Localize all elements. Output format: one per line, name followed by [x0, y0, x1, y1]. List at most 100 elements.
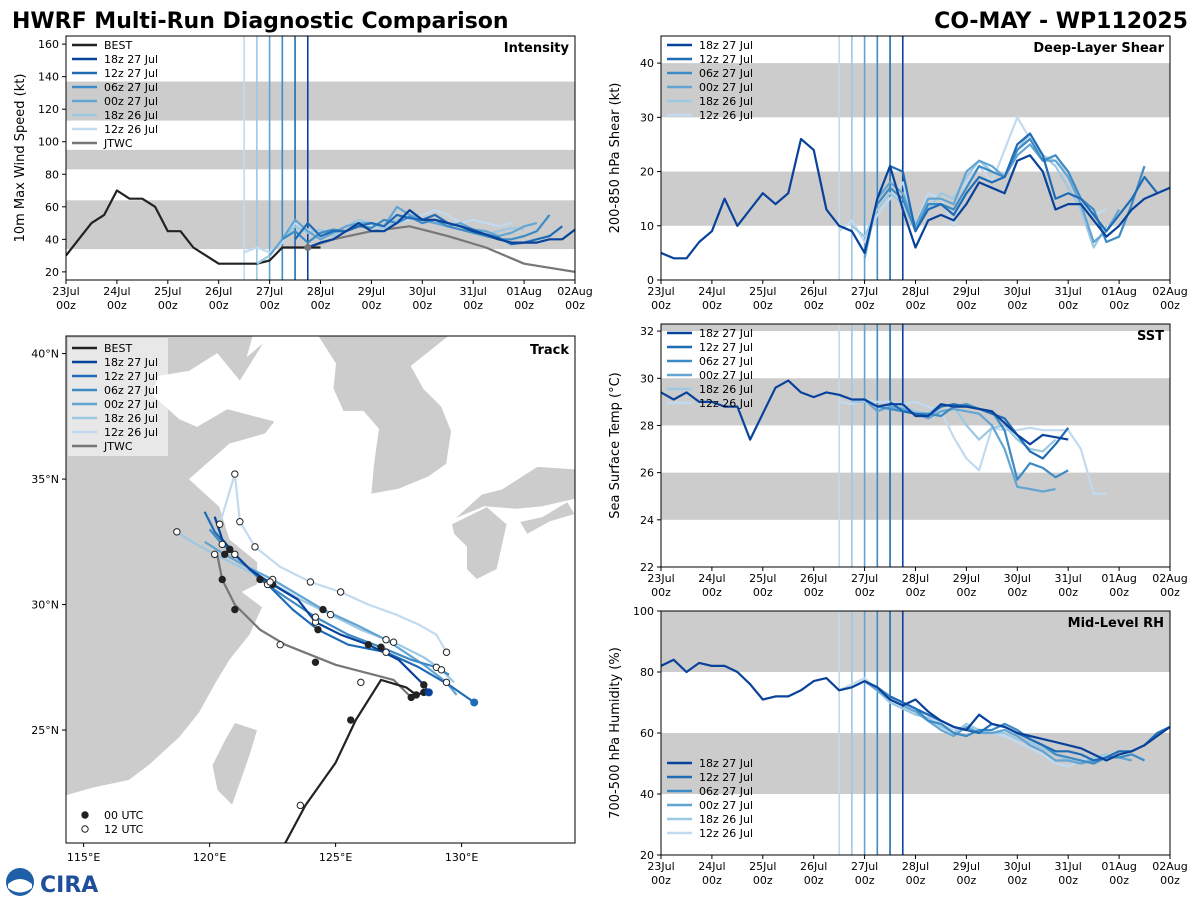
intensity-plot-area	[66, 36, 575, 280]
intensity-legend-label-5: 18z 26 Jul	[104, 109, 158, 122]
sst-legend-label-2: 06z 27 Jul	[699, 355, 753, 368]
shear-xtick-hour-4: 00z	[855, 299, 875, 312]
intensity-xtick-hour-3: 00z	[209, 299, 229, 312]
shear-xtick-hour-9: 00z	[1109, 299, 1129, 312]
intensity-ytick-label-4: 100	[38, 136, 59, 149]
rh-xtick-hour-9: 00z	[1109, 874, 1129, 887]
shear-legend-label-1: 12z 27 Jul	[699, 53, 753, 66]
sst-ytick-label-1: 24	[640, 514, 654, 527]
intensity-legend-label-3: 06z 27 Jul	[104, 81, 158, 94]
shear-ytick-label-1: 10	[640, 220, 654, 233]
sst-panel-title: SST	[1137, 329, 1164, 344]
track-series-3-marker-1	[382, 635, 390, 644]
track-series-4-marker-3	[266, 578, 274, 586]
sst-ytick-label-3: 28	[640, 419, 654, 432]
sst-legend-label-5: 12z 26 Jul	[699, 397, 753, 410]
rh-xtick-hour-6: 00z	[957, 874, 977, 887]
sst-xtick-date-9: 01Aug	[1101, 572, 1136, 585]
sst-series-5	[838, 398, 1107, 495]
shear-xtick-date-4: 27Jul	[851, 285, 878, 298]
rh-legend-label-1: 12z 27 Jul	[699, 771, 753, 784]
shear-xtick-hour-1: 00z	[702, 299, 722, 312]
track-marker-legend-label-1: 12 UTC	[104, 823, 144, 836]
intensity-ytick-label-5: 120	[38, 103, 59, 116]
rh-xtick-date-9: 01Aug	[1101, 860, 1136, 873]
intensity-xtick-date-2: 25Jul	[154, 285, 181, 298]
intensity-xtick-hour-9: 00z	[514, 299, 534, 312]
rh-ytick-label-2: 60	[640, 727, 654, 740]
intensity-band-1	[66, 149, 575, 170]
shear-xtick-date-9: 01Aug	[1101, 285, 1136, 298]
intensity-series-0	[307, 209, 575, 249]
figure-title: HWRF Multi-Run Diagnostic Comparison	[12, 9, 509, 34]
track-legend-label-0: BEST	[104, 342, 132, 355]
shear-band-0	[661, 171, 1170, 226]
track-run-endpoint-2	[424, 688, 433, 697]
sst-legend-label-4: 18z 26 Jul	[699, 383, 753, 396]
track-best-marker-2	[347, 716, 355, 724]
shear-legend-label-2: 06z 27 Jul	[699, 67, 753, 80]
sst-xtick-date-5: 28Jul	[902, 572, 929, 585]
rh-xtick-date-2: 25Jul	[749, 860, 776, 873]
track-series-1-marker-1	[382, 648, 390, 656]
track-series-4-marker-1	[389, 638, 398, 646]
intensity-series-3	[268, 205, 538, 257]
shear-xtick-hour-10: 00z	[1160, 299, 1180, 312]
track-run-endpoint	[470, 698, 479, 707]
intensity-legend-label-2: 12z 27 Jul	[104, 67, 158, 80]
track-best-marker-0	[262, 877, 268, 883]
track-legend-label-3: 06z 27 Jul	[104, 384, 158, 397]
shear-series-3	[863, 143, 1121, 259]
track-series-5-marker-3	[251, 543, 259, 551]
intensity-xtick-date-8: 31Jul	[460, 285, 487, 298]
track-series-4-marker-4	[210, 550, 219, 559]
intensity-legend-label-7: JTWC	[103, 137, 133, 150]
intensity-xtick-hour-2: 00z	[158, 299, 178, 312]
rh-series-2	[876, 686, 1145, 765]
shear-legend-label-5: 12z 26 Jul	[699, 109, 753, 122]
sst-legend-label-1: 12z 27 Jul	[699, 341, 753, 354]
rh-panel-title: Mid-Level RH	[1068, 616, 1164, 631]
track-legend-label-4: 00z 27 Jul	[104, 398, 158, 411]
rh-xtick-date-5: 28Jul	[902, 860, 929, 873]
rh-ytick-label-4: 100	[633, 605, 654, 618]
track-xtick-label-0: 115°E	[67, 851, 100, 864]
track-frame	[65, 335, 576, 844]
sst-xtick-hour-4: 00z	[855, 586, 875, 599]
track-xtick-label-1: 120°E	[193, 851, 226, 864]
track-ytick-label-1: 30°N	[31, 599, 59, 612]
intensity-band-2	[66, 81, 575, 121]
rh-legend-label-4: 18z 26 Jul	[699, 813, 753, 826]
intensity-legend-label-1: 18z 27 Jul	[104, 53, 158, 66]
shear-xtick-date-0: 23Jul	[647, 285, 674, 298]
track-series-3-marker-4	[221, 550, 229, 559]
intensity-ylabel: 10m Max Wind Speed (kt)	[13, 74, 28, 243]
sst-xtick-hour-2: 00z	[753, 586, 773, 599]
shear-xtick-hour-5: 00z	[906, 299, 926, 312]
rh-ylabel: 700-500 hPa Humidity (%)	[608, 647, 623, 819]
track-series-4-marker-0	[437, 666, 446, 674]
sst-xtick-hour-8: 00z	[1058, 586, 1078, 599]
rh-plot-area	[661, 611, 1170, 855]
shear-xtick-date-7: 30Jul	[1004, 285, 1031, 298]
intensity-xtick-hour-1: 00z	[107, 299, 127, 312]
track-jtwc-marker-2	[311, 658, 320, 666]
shear-xtick-hour-0: 00z	[651, 299, 671, 312]
track-series-0-marker-0	[420, 681, 428, 689]
intensity-xtick-date-3: 26Jul	[205, 285, 232, 298]
track-series-1-marker-4	[226, 545, 234, 554]
shear-series-1	[889, 132, 1159, 233]
shear-ytick-label-2: 20	[640, 166, 654, 179]
track-series-2-marker-3	[256, 575, 264, 584]
track-series-2-marker-4	[218, 540, 226, 549]
track-ytick-label-2: 35°N	[31, 473, 59, 486]
intensity-xtick-date-6: 29Jul	[358, 285, 385, 298]
sst-legend-label-0: 18z 27 Jul	[699, 327, 753, 340]
shear-legend-label-4: 18z 26 Jul	[699, 95, 753, 108]
track-jtwc-marker-4	[231, 605, 239, 614]
track-series-5-marker-6	[216, 520, 224, 528]
rh-xtick-hour-10: 00z	[1160, 874, 1180, 887]
track-legend-label-5: 18z 26 Jul	[104, 412, 158, 425]
shear-ytick-label-4: 40	[640, 57, 654, 70]
track-series-5-marker-5	[231, 470, 239, 478]
